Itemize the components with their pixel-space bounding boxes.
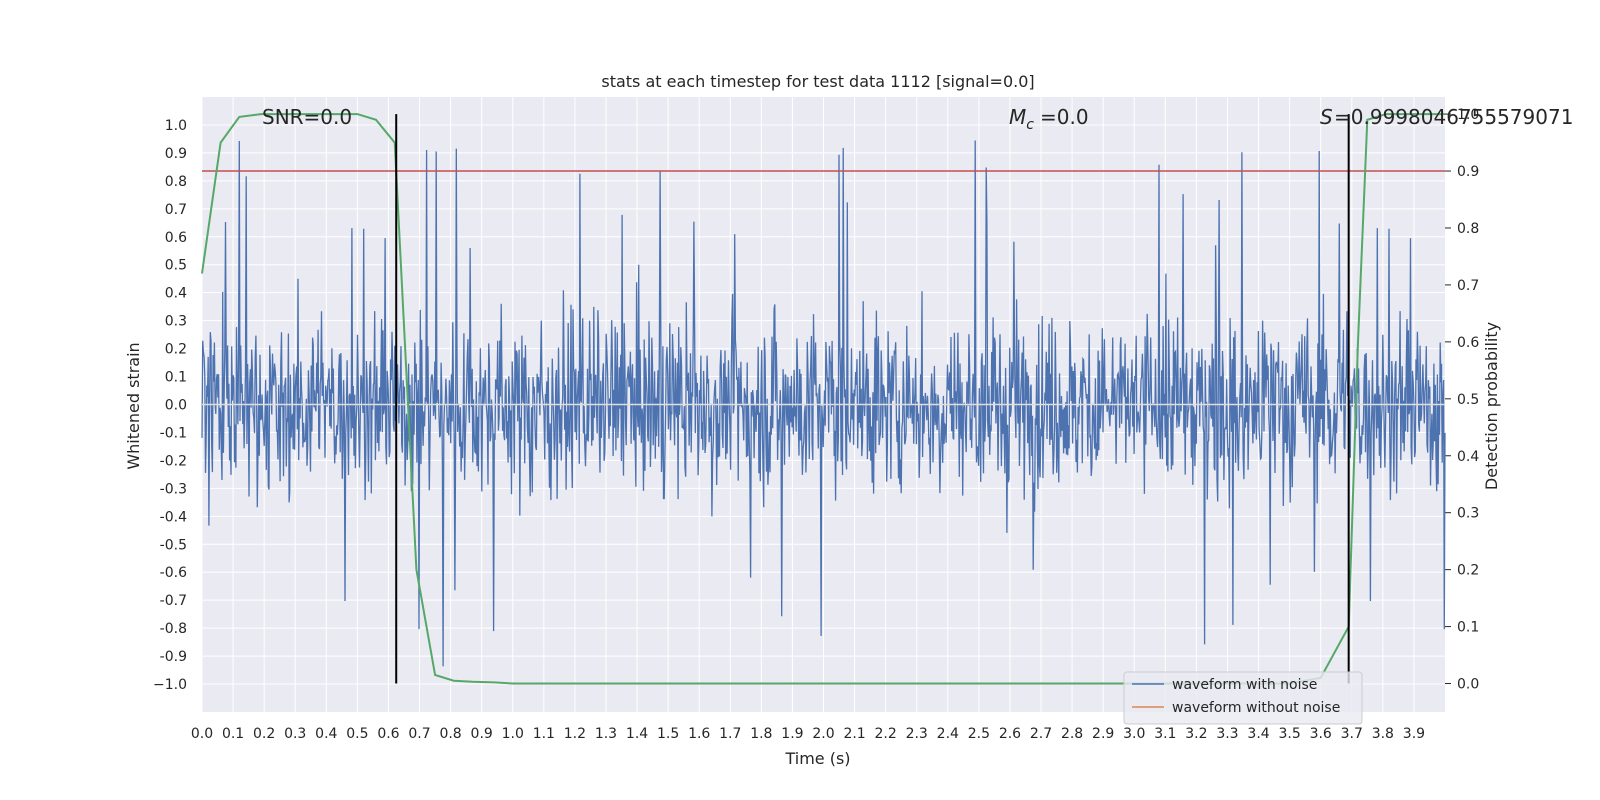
y-right-tick-label: 0.7 [1457,278,1479,294]
x-tick-label: 2.5 [968,726,990,742]
y-right-tick-label: 0.9 [1457,164,1479,180]
x-tick-label: 2.7 [1030,726,1052,742]
x-tick-label: 2.1 [843,726,865,742]
x-tick-label: 1.3 [595,726,617,742]
x-tick-label: 3.3 [1216,726,1238,742]
x-tick-label: 2.9 [1092,726,1114,742]
x-tick-label: 2.8 [1061,726,1083,742]
y-right-tick-label: 0.2 [1457,563,1479,579]
x-tick-label: 1.0 [502,726,524,742]
y-axis-label: Whitened strain [124,342,143,469]
x-axis-label: Time (s) [784,749,850,768]
legend-box [1123,671,1363,725]
y-tick-label: -0.4 [160,509,187,525]
series-detection-probability [201,113,1445,685]
x-tick-label: 0.0 [191,726,213,742]
y-tick-label: -0.3 [160,481,187,497]
x-tick-label: 2.2 [875,726,897,742]
y-tick-label: -0.8 [160,621,187,637]
y-right-tick-label: 0.8 [1457,221,1479,237]
s-annotation-value: =0.9998046755579071 [1334,105,1573,129]
y-tick-label: 0.5 [165,258,187,274]
s-annotation: S =0.9998046755579071 [1320,105,1573,129]
y-tick-label: 0.4 [165,286,187,302]
y-right-tick-label: 0.6 [1457,335,1479,351]
y-tick-label: 0.7 [165,202,187,218]
y-right-tick-label: 0.1 [1457,620,1479,636]
y-right-tick-label: 1.0 [1457,107,1479,123]
svg-text:S: S [1320,105,1333,129]
y-tick-label: 1.0 [165,118,187,134]
plot-area: 0.0 0.1 0.2 0.3 0.4 0.5 0.6 0.7 0.8 0.9 1.0 1.1 1.2 1… [153,97,1479,742]
y-tick-label: -0.7 [160,593,187,609]
x-tick-label: 2.3 [906,726,928,742]
y-tick-label: 0.1 [165,370,187,386]
x-tick-label: 0.9 [471,726,493,742]
y-tick-label: 0.9 [165,146,187,162]
y-tick-label: -0.1 [160,425,187,441]
y-tick-label: -0.9 [160,649,187,665]
y-right-tick-label: 0.5 [1457,392,1479,408]
x-tick-label: 0.1 [222,726,244,742]
x-tick-label: 3.1 [1154,726,1176,742]
x-tick-label: 1.2 [564,726,586,742]
snr-annotation: SNR=0.0 [262,105,352,129]
y-tick-label: 0.0 [165,398,187,414]
chart-title: stats at each timestep for test data 111… [601,72,1034,91]
x-tick-label: 2.6 [999,726,1021,742]
x-tick-label: 2.4 [937,726,959,742]
mc-annotation: Mc =0.0 [1009,105,1089,133]
x-tick-label: 3.0 [1123,726,1145,742]
x-tick-label: 0.5 [346,726,368,742]
x-tick-label: 0.7 [408,726,430,742]
x-tick-label: 0.4 [315,726,337,742]
y-tick-label: -0.6 [160,565,187,581]
x-tick-label: 1.7 [719,726,741,742]
y-axis-right-label: Detection probability [1482,322,1501,490]
mc-annotation-value: =0.0 [1040,105,1089,129]
x-tick-label: 0.3 [284,726,306,742]
x-tick-label: 0.8 [439,726,461,742]
x-tick-label: 3.2 [1185,726,1207,742]
x-tick-label: 3.6 [1310,726,1332,742]
x-tick-label: 1.4 [626,726,648,742]
x-tick-label: 0.6 [377,726,399,742]
x-tick-label: 3.5 [1278,726,1300,742]
y-tick-label: -0.2 [160,453,187,469]
legend-label-clean: waveform without noise [1172,700,1340,716]
legend: waveform with noise waveform without noi… [1123,671,1363,725]
x-tick-label: 2.0 [812,726,834,742]
x-tick-label: 1.1 [533,726,555,742]
y-tick-label: 0.2 [165,342,187,358]
x-tick-label: 1.5 [657,726,679,742]
x-tick-label: 1.9 [781,726,803,742]
y-tick-label: −1.0 [153,677,187,693]
y-tick-label: 0.6 [165,230,187,246]
x-tick-label: 0.2 [253,726,275,742]
x-tick-label: 1.8 [750,726,772,742]
x-tick-label: 3.9 [1403,726,1425,742]
x-tick-label: 3.7 [1341,726,1363,742]
y-right-tick-label: 0.3 [1457,506,1479,522]
y-right-tick-label: 0.4 [1457,449,1479,465]
x-tick-label: 3.4 [1247,726,1269,742]
x-tick-label: 3.8 [1372,726,1394,742]
y-tick-label: 0.8 [165,174,187,190]
y-tick-label: 0.3 [165,314,187,330]
legend-label-noise: waveform with noise [1172,677,1317,693]
y-tick-label: -0.5 [160,537,187,553]
x-tick-label: 1.6 [688,726,710,742]
y-right-tick-label: 0.0 [1457,677,1479,693]
